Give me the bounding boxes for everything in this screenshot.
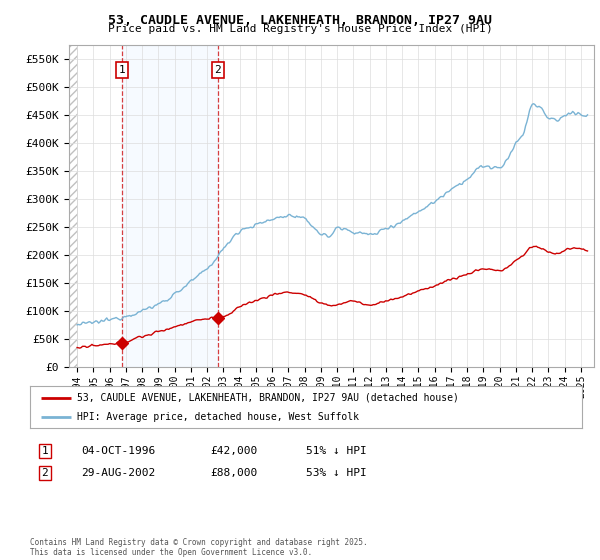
Bar: [69, 45, 77, 367]
Text: 2: 2: [41, 468, 49, 478]
Text: 1: 1: [41, 446, 49, 456]
Text: 29-AUG-2002: 29-AUG-2002: [81, 468, 155, 478]
Text: 53, CAUDLE AVENUE, LAKENHEATH, BRANDON, IP27 9AU (detached house): 53, CAUDLE AVENUE, LAKENHEATH, BRANDON, …: [77, 393, 459, 403]
Text: 51% ↓ HPI: 51% ↓ HPI: [306, 446, 367, 456]
Text: £88,000: £88,000: [210, 468, 257, 478]
Text: 2: 2: [214, 65, 221, 75]
Text: 04-OCT-1996: 04-OCT-1996: [81, 446, 155, 456]
Text: Contains HM Land Registry data © Crown copyright and database right 2025.
This d: Contains HM Land Registry data © Crown c…: [30, 538, 368, 557]
Text: 53, CAUDLE AVENUE, LAKENHEATH, BRANDON, IP27 9AU: 53, CAUDLE AVENUE, LAKENHEATH, BRANDON, …: [108, 14, 492, 27]
Text: 53% ↓ HPI: 53% ↓ HPI: [306, 468, 367, 478]
Bar: [122, 45, 218, 367]
Text: HPI: Average price, detached house, West Suffolk: HPI: Average price, detached house, West…: [77, 412, 359, 422]
Text: £42,000: £42,000: [210, 446, 257, 456]
Text: Price paid vs. HM Land Registry's House Price Index (HPI): Price paid vs. HM Land Registry's House …: [107, 24, 493, 34]
Text: 1: 1: [118, 65, 125, 75]
